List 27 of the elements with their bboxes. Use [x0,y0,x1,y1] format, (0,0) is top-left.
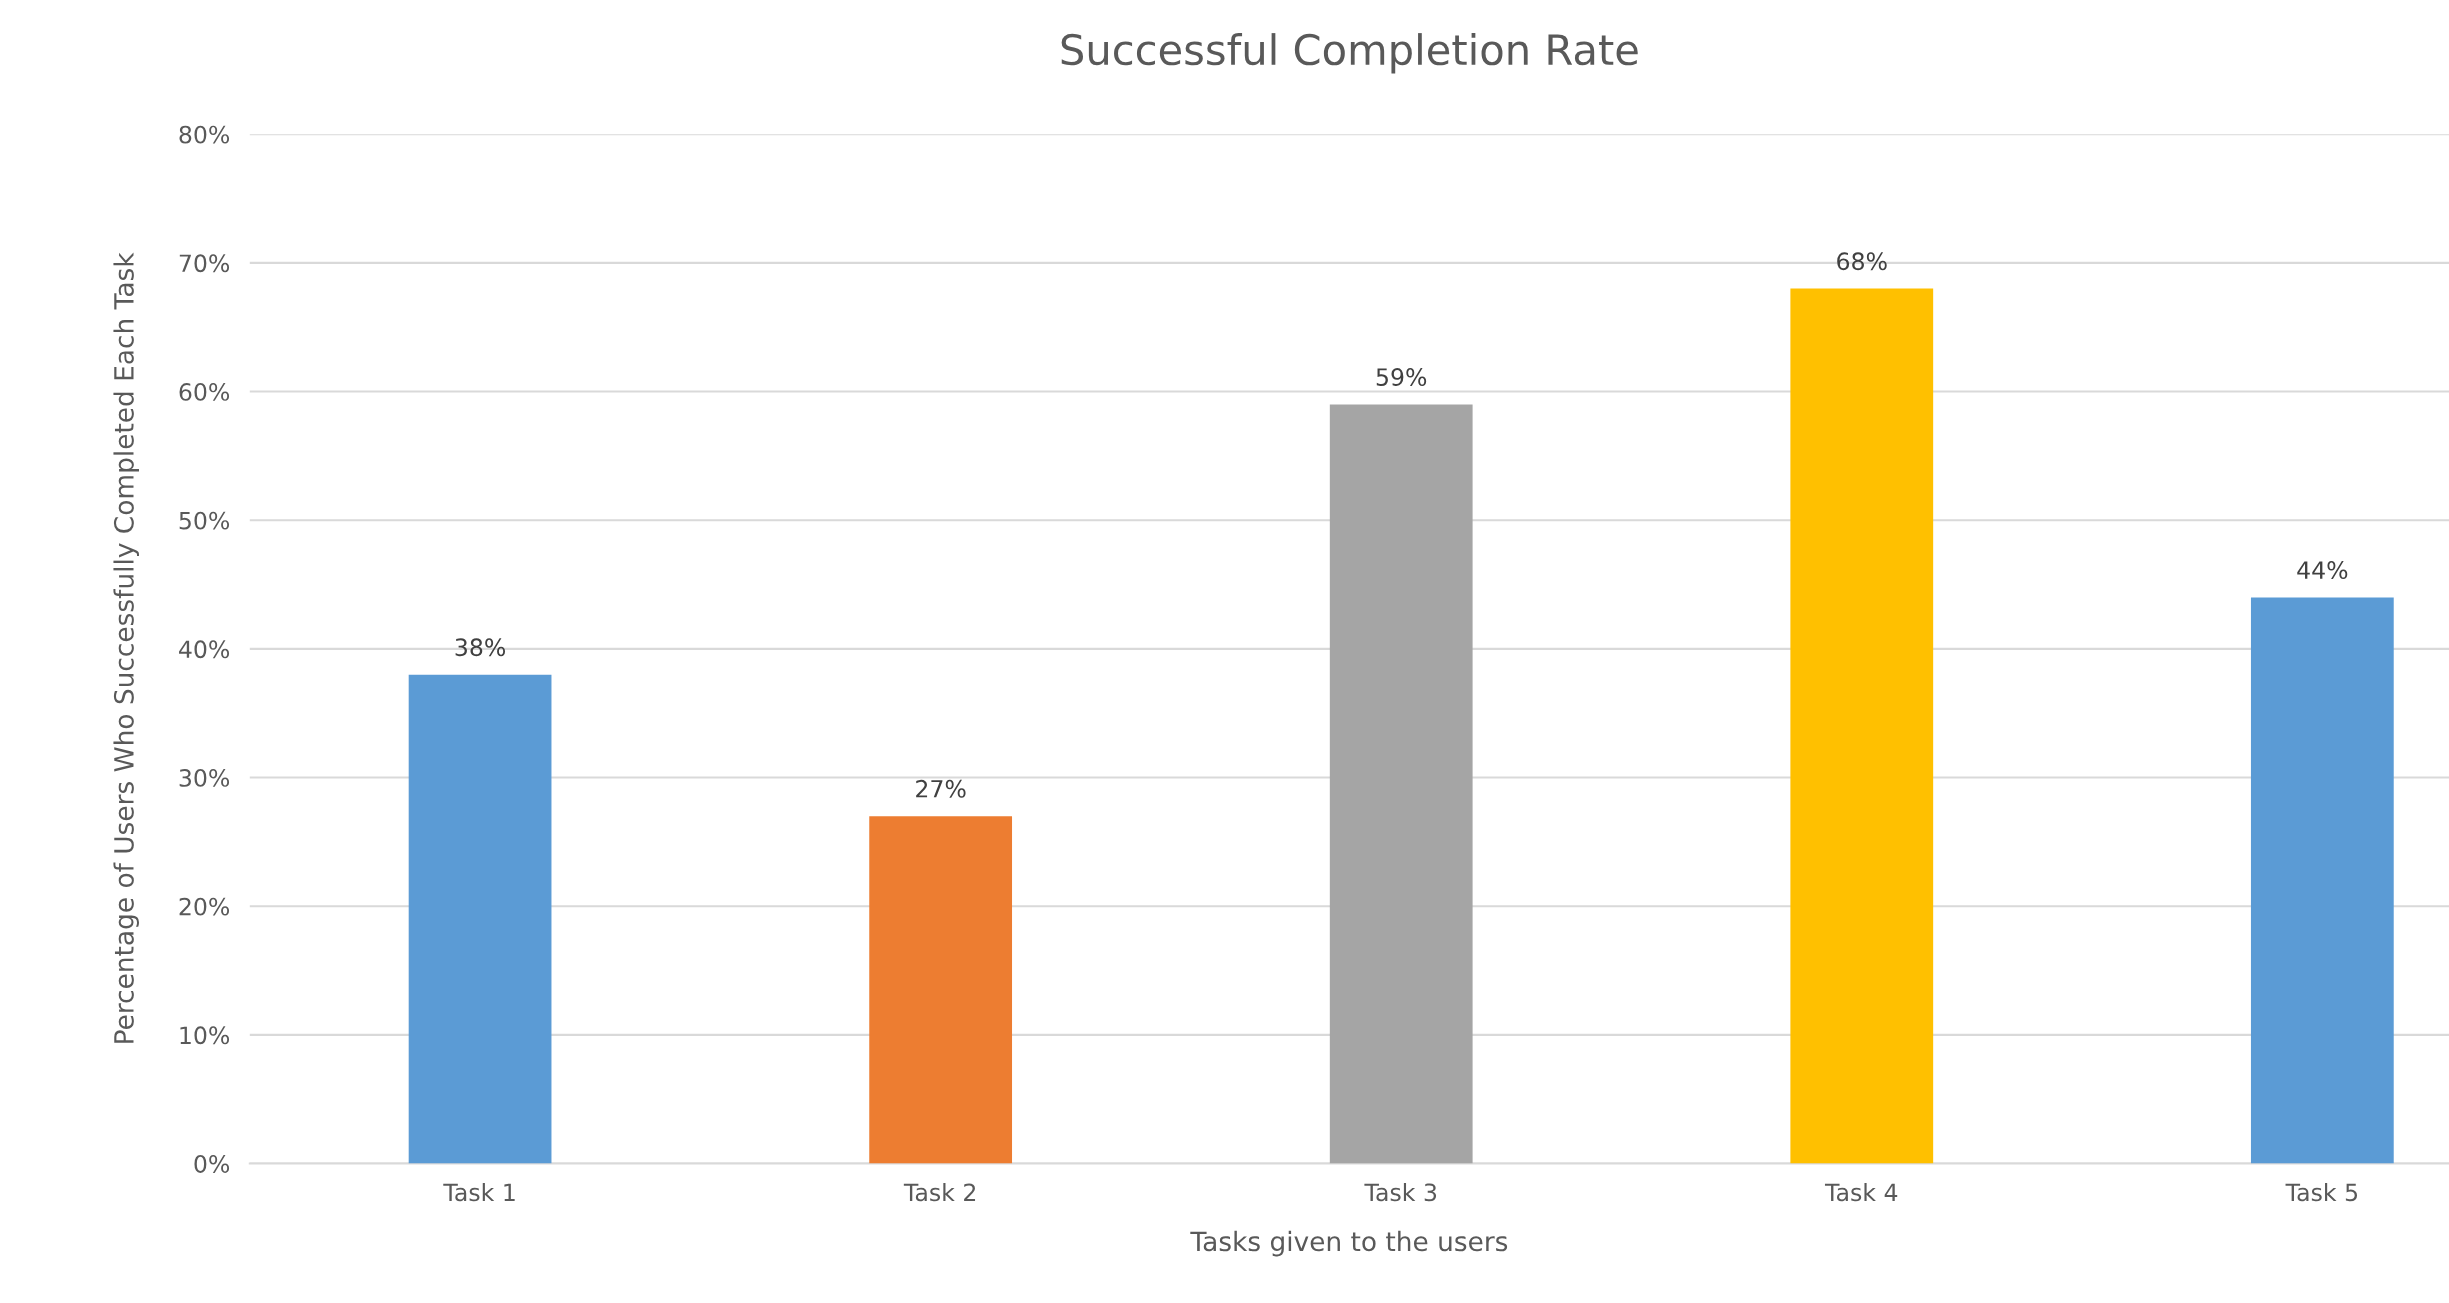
bar [408,674,552,1164]
x-tick-label: Task 1 [443,1183,515,1202]
bar [869,816,1013,1164]
x-tick-label: Task 5 [2285,1183,2358,1202]
x-tick-label: Task 2 [903,1183,976,1202]
data-label: 44% [2297,561,2348,579]
y-tick-label: 60% [179,383,230,401]
y-tick-label: 0% [194,1155,230,1173]
data-label: 59% [1376,368,1427,386]
chart-title: Successful Completion Rate [1061,33,1638,74]
data-label: 68% [1837,252,1887,271]
y-tick-label: 40% [179,640,230,659]
x-tick-label: Task 3 [1364,1183,1437,1202]
y-tick-label: 80% [179,125,230,144]
y-axis-title: Percentage of Users Who Successfully Completed Each Task [113,252,139,1043]
y-tick-label: 20% [179,897,230,916]
y-tick-label: 10% [180,1026,230,1045]
y-tick-label: 50% [179,511,230,530]
y-tick-label: 30% [179,769,230,787]
data-label: 27% [916,779,966,798]
bar [2250,597,2394,1164]
data-label: 38% [455,638,506,657]
bar [1329,404,1473,1164]
y-tick-label: 70% [179,254,230,273]
bar [1790,288,1934,1164]
x-axis-title: Tasks given to the users [1190,1230,1508,1257]
x-tick-label: Task 4 [1824,1183,1898,1202]
